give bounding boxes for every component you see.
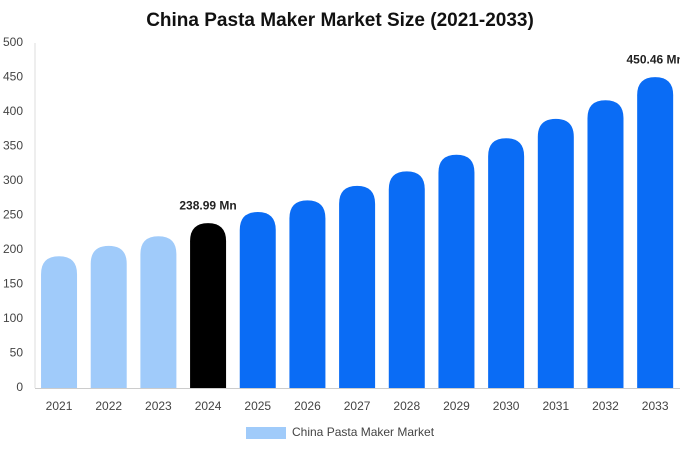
bar xyxy=(537,118,574,389)
bar xyxy=(239,212,276,388)
bar xyxy=(90,245,127,388)
y-tick-label: 300 xyxy=(3,173,23,187)
bar xyxy=(637,77,674,388)
x-tick-label: 2023 xyxy=(145,399,172,413)
chart-title: China Pasta Maker Market Size (2021-2033… xyxy=(146,10,534,31)
x-tick-label: 2033 xyxy=(642,399,669,413)
x-tick-label: 2024 xyxy=(195,399,222,413)
bar xyxy=(488,138,525,388)
bar xyxy=(190,223,227,388)
x-tick-label: 2026 xyxy=(294,399,321,413)
x-tick-label: 2027 xyxy=(344,399,371,413)
x-tick-label: 2025 xyxy=(244,399,271,413)
y-tick-label: 450 xyxy=(3,70,23,84)
y-tick-label: 50 xyxy=(10,346,24,360)
bar xyxy=(339,185,376,388)
legend-swatch xyxy=(246,427,286,439)
y-tick-label: 0 xyxy=(16,380,23,394)
y-tick-label: 400 xyxy=(3,104,23,118)
x-tick-label: 2022 xyxy=(95,399,122,413)
x-tick-label: 2031 xyxy=(542,399,569,413)
bar xyxy=(41,256,78,388)
x-tick-label: 2030 xyxy=(493,399,520,413)
y-tick-label: 250 xyxy=(3,208,23,222)
y-tick-label: 100 xyxy=(3,311,23,325)
bar xyxy=(587,100,624,389)
y-tick-label: 200 xyxy=(3,242,23,256)
value-label: 450.46 Mn xyxy=(626,52,680,66)
x-tick-label: 2021 xyxy=(46,399,73,413)
y-tick-label: 350 xyxy=(3,139,23,153)
y-tick-label: 150 xyxy=(3,277,23,291)
legend-label: China Pasta Maker Market xyxy=(292,425,435,439)
x-tick-label: 2032 xyxy=(592,399,619,413)
bar xyxy=(140,236,177,388)
bar xyxy=(388,171,425,388)
bar xyxy=(289,200,326,388)
value-label: 238.99 Mn xyxy=(179,198,236,212)
x-tick-label: 2028 xyxy=(393,399,420,413)
bar xyxy=(438,154,475,388)
y-tick-label: 500 xyxy=(3,35,23,49)
x-tick-label: 2029 xyxy=(443,399,470,413)
